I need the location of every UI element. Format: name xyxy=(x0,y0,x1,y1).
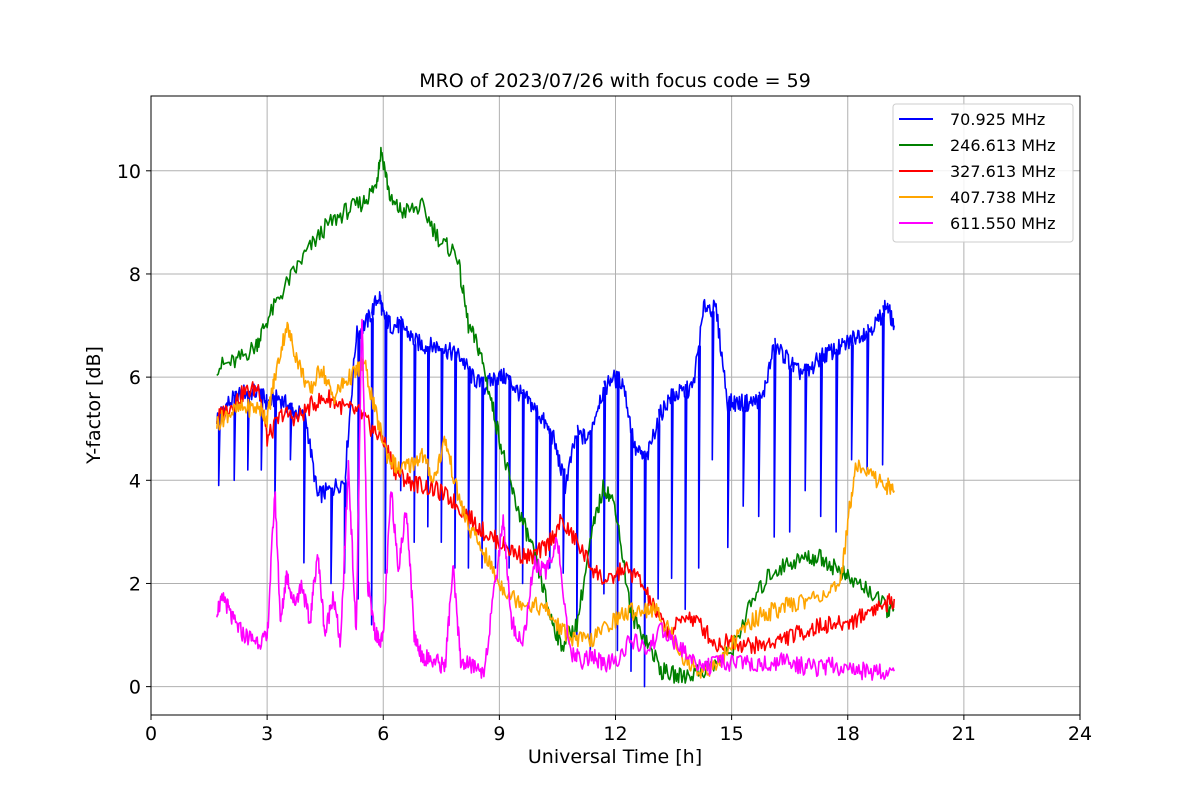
x-axis-label: Universal Time [h] xyxy=(528,746,702,768)
y-tick-label: 4 xyxy=(129,470,141,492)
series-line xyxy=(216,318,895,681)
x-tick-label: 9 xyxy=(493,723,505,745)
legend-box xyxy=(892,103,1074,243)
x-tick-label: 6 xyxy=(377,723,389,745)
y-tick-label: 10 xyxy=(117,161,141,183)
x-tick-label: 3 xyxy=(261,723,273,745)
legend-label: 611.550 MHz xyxy=(950,214,1055,233)
legend-label: 327.613 MHz xyxy=(950,162,1055,181)
legend-label: 70.925 MHz xyxy=(950,110,1045,129)
x-tick-label: 18 xyxy=(836,723,860,745)
series-line xyxy=(216,146,895,684)
y-axis-label: Y-factor [dB] xyxy=(83,346,105,465)
y-tick-label: 8 xyxy=(129,264,141,286)
legend-label: 407.738 MHz xyxy=(950,188,1055,207)
chart-title: MRO of 2023/07/26 with focus code = 59 xyxy=(419,70,811,92)
x-tick-label: 12 xyxy=(603,723,627,745)
legend: 70.925 MHz 246.613 MHz 327.613 MHz 407.738 … xyxy=(892,103,1074,243)
x-tick-label: 21 xyxy=(952,723,976,745)
y-tick-label: 6 xyxy=(129,367,141,389)
legend-label: 246.613 MHz xyxy=(950,136,1055,155)
x-tick-label: 24 xyxy=(1068,723,1092,745)
y-tick-label: 2 xyxy=(129,573,141,595)
y-tick-label: 0 xyxy=(129,677,141,699)
series-line xyxy=(216,321,895,679)
series-line xyxy=(216,381,895,655)
series-line xyxy=(216,291,895,688)
x-tick-label: 15 xyxy=(720,723,744,745)
x-tick-label: 0 xyxy=(145,723,157,745)
series-group xyxy=(216,146,895,688)
